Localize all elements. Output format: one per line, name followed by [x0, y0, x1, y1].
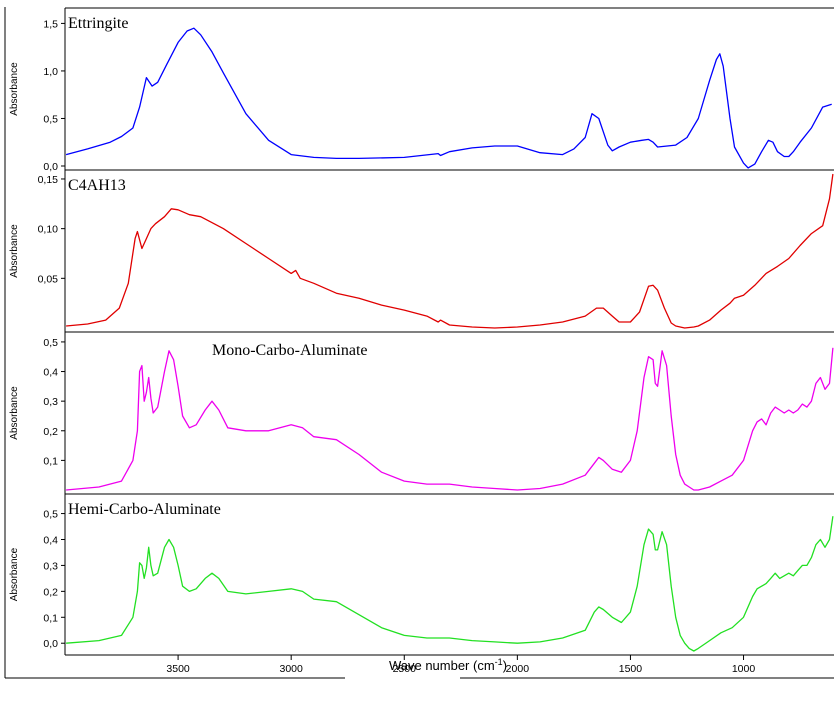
y-tick-label: 0,2 [43, 426, 58, 438]
outer-frame [4, 7, 834, 679]
x-axis: 3500 3000 2500 2000 1500 1000 [65, 654, 834, 675]
y-tick-label: 0,2 [43, 586, 58, 598]
x-tick-label: 2500 [393, 663, 417, 675]
x-tick-label: 2000 [506, 663, 530, 675]
panel-title-mono-carbo-aluminate: Mono-Carbo-Aluminate [212, 342, 368, 359]
y-tick-label: 0,4 [43, 367, 58, 379]
panel-mono-carbo-aluminate: 0,1 0,2 0,3 0,4 0,5 Absorbance Mono-Carbo-Alum… [9, 331, 834, 494]
y-tick-label: 0,1 [43, 455, 58, 467]
spectrum-line-mono-carbo-aluminate [66, 347, 834, 491]
x-axis-title: Wave number (cm-1) [389, 657, 507, 673]
y-tick-label: 0,0 [43, 161, 58, 173]
x-tick-label: 3500 [166, 663, 190, 675]
panel-title-hemi-carbo-aluminate: Hemi-Carbo-Aluminate [68, 501, 221, 518]
panel-title-c4ah13: C4AH13 [68, 177, 126, 194]
x-axis-title-closing: ) [503, 658, 507, 673]
y-tick-label: 0,10 [38, 224, 59, 236]
y-axis-title: Absorbance [9, 224, 20, 278]
y-tick-label: 0,5 [43, 113, 58, 125]
y-tick-label: 0,3 [43, 396, 58, 408]
y-tick-label: 0,5 [43, 509, 58, 521]
y-tick-label: 1,5 [43, 18, 58, 30]
x-tick-label: 1500 [619, 663, 643, 675]
y-tick-label: 0,3 [43, 560, 58, 572]
spectra-panels: 0,00,51,01,5AbsorbanceEttringite0,050,10… [9, 7, 834, 655]
y-tick-label: 0,05 [38, 273, 59, 285]
panel-title-ettringite: Ettringite [68, 15, 128, 32]
panel-hemi-carbo-aluminate: 0,0 0,1 0,2 0,3 0,4 0,5 Absorbance Hemi-Carbo-A… [9, 493, 834, 655]
x-axis-title-superscript: -1 [495, 657, 503, 667]
y-tick-label: 0,1 [43, 612, 58, 624]
x-tick-label: 1000 [732, 663, 756, 675]
y-axis-title: Absorbance [9, 386, 20, 440]
spectrum-line-ettringite [65, 27, 832, 169]
spectrum-line-hemi-carbo-aluminate [66, 516, 834, 652]
y-tick-label: 0,5 [43, 337, 58, 349]
spectrum-line-c4ah13 [66, 173, 834, 329]
x-tick-label: 3000 [279, 663, 303, 675]
panel-ettringite: 0,0 0,5 1,0 1,5 Absorbance Ettringite [9, 7, 834, 173]
x-axis-title-main: Wave number (cm [389, 658, 495, 673]
panel-c4ah13: 0,05 0,10 0,15 Absorbance C4AH13 [9, 169, 834, 332]
y-tick-label: 0,15 [38, 174, 59, 186]
y-tick-label: 0,0 [43, 638, 58, 650]
y-tick-label: 0,4 [43, 534, 58, 546]
y-axis-title: Absorbance [9, 62, 20, 116]
y-tick-label: 1,0 [43, 66, 58, 78]
y-axis-title: Absorbance [9, 547, 20, 601]
